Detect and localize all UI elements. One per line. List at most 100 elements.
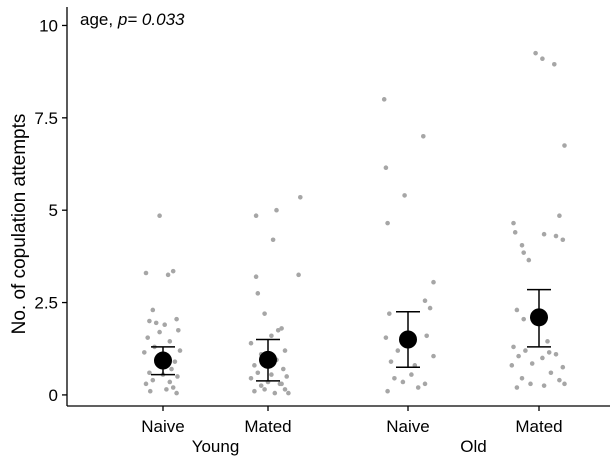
- y-tick-label: 5: [49, 201, 58, 220]
- data-point: [270, 237, 276, 243]
- data-point: [385, 388, 390, 394]
- data-point: [162, 322, 167, 328]
- data-point: [514, 307, 520, 313]
- data-point: [409, 372, 414, 377]
- data-point: [157, 329, 162, 335]
- data-point: [157, 213, 162, 219]
- data-point: [519, 242, 525, 248]
- data-point: [540, 56, 545, 62]
- data-point: [545, 339, 550, 344]
- data-point: [147, 388, 153, 394]
- data-point: [282, 387, 288, 392]
- data-point: [177, 348, 183, 353]
- data-point: [269, 372, 274, 377]
- data-point: [145, 335, 150, 340]
- data-point: [562, 381, 567, 387]
- x-category-label: Naive: [141, 417, 184, 436]
- data-point: [272, 390, 278, 396]
- data-point: [252, 363, 257, 368]
- data-point: [383, 165, 389, 171]
- mean-point: [259, 350, 277, 369]
- data-point: [164, 387, 169, 392]
- data-point: [415, 385, 421, 390]
- data-point: [248, 375, 254, 381]
- data-point: [255, 291, 261, 296]
- data-point: [142, 350, 147, 355]
- y-tick-label: 2.5: [34, 294, 58, 313]
- data-point: [514, 385, 520, 390]
- mean-point: [530, 308, 548, 327]
- data-point: [147, 370, 152, 376]
- data-point: [143, 270, 149, 276]
- data-point: [274, 207, 279, 213]
- stat-annotation: age, p= 0.033: [80, 10, 185, 29]
- data-point: [511, 344, 516, 350]
- data-point: [509, 363, 515, 368]
- data-point: [167, 379, 173, 385]
- data-point: [175, 374, 180, 379]
- data-point: [262, 387, 267, 392]
- data-point: [546, 350, 552, 355]
- data-point: [541, 383, 547, 388]
- data-point: [395, 348, 401, 353]
- data-point: [174, 390, 179, 396]
- data-point: [385, 220, 390, 226]
- y-axis-label: No. of copulation attempts: [9, 114, 30, 335]
- data-point: [540, 355, 545, 361]
- data-point: [253, 213, 259, 219]
- y-tick-label: 7.5: [34, 109, 58, 128]
- data-point: [296, 272, 301, 278]
- data-point: [526, 257, 532, 263]
- data-point: [392, 375, 397, 381]
- data-point: [519, 375, 525, 381]
- data-point: [421, 134, 426, 139]
- data-point: [560, 237, 566, 243]
- data-point: [427, 305, 433, 311]
- mean-point: [154, 351, 172, 370]
- data-point: [253, 274, 259, 279]
- data-point: [170, 268, 176, 274]
- data-point: [422, 381, 428, 387]
- stat-annotation-p-value: = 0.033: [127, 10, 185, 29]
- stat-annotation-prefix: age,: [80, 10, 118, 29]
- data-point: [431, 353, 436, 359]
- data-point: [298, 194, 303, 200]
- data-point: [387, 311, 392, 316]
- data-point: [255, 370, 261, 376]
- x-category-label: Naive: [386, 417, 429, 436]
- data-point: [552, 61, 557, 67]
- data-point: [275, 327, 281, 333]
- x-group-label: Young: [192, 437, 240, 456]
- data-point: [143, 381, 149, 387]
- y-ticks: 0 2.5 5 7.5 10: [34, 16, 67, 405]
- data-point: [169, 366, 174, 372]
- data-point: [553, 233, 559, 239]
- data-point: [281, 366, 286, 372]
- x-group-label: Old: [460, 437, 486, 456]
- data-point: [431, 279, 436, 285]
- data-point: [402, 193, 407, 198]
- data-point: [269, 333, 274, 339]
- data-point: [533, 50, 538, 56]
- data-point: [529, 361, 535, 366]
- data-point: [383, 335, 389, 340]
- data-point: [560, 364, 566, 370]
- data-point: [284, 374, 290, 379]
- data-point: [562, 143, 567, 148]
- data-point: [167, 339, 173, 344]
- data-point: [174, 316, 179, 322]
- data-point: [252, 388, 257, 394]
- data-point: [511, 220, 516, 226]
- data-point: [541, 231, 547, 237]
- data-point: [248, 340, 254, 346]
- data-point: [521, 316, 526, 322]
- y-tick-label: 10: [39, 16, 58, 35]
- data-point: [150, 307, 156, 313]
- data-point: [165, 272, 171, 278]
- x-category-label: Mated: [515, 417, 562, 436]
- data-point: [557, 377, 562, 383]
- data-point: [422, 298, 428, 304]
- data-point: [258, 383, 264, 388]
